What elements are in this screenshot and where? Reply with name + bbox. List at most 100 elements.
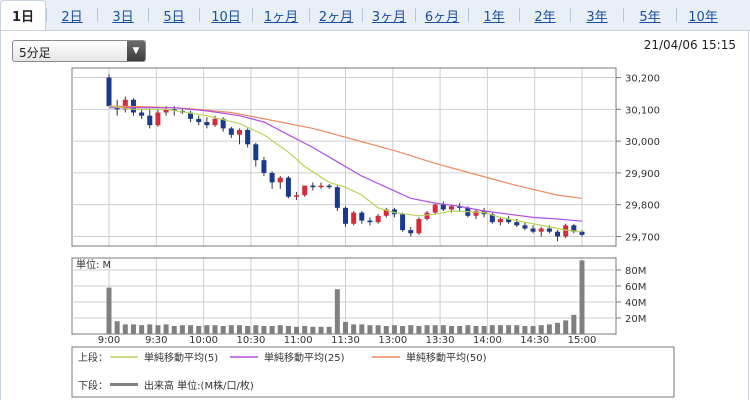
timestamp: 21/04/06 15:15: [643, 38, 736, 52]
volume-bar: [318, 326, 324, 334]
candle-body: [571, 225, 577, 232]
candle-body: [351, 212, 357, 224]
volume-bar: [122, 324, 128, 334]
tab-6[interactable]: 2ヶ月: [318, 9, 354, 25]
volume-tick-label: 20M: [625, 314, 646, 325]
candle-body: [391, 209, 397, 215]
candle-body: [489, 214, 495, 223]
candle-body: [220, 118, 226, 129]
ma50-line: [108, 105, 583, 199]
candle-body: [285, 177, 291, 197]
x-tick-label: 13:00: [378, 335, 407, 346]
candle-body: [473, 211, 479, 216]
volume-bar: [555, 322, 561, 334]
tab-0[interactable]: 1日: [0, 0, 46, 30]
volume-bar: [220, 326, 226, 334]
ma5-line: [108, 105, 583, 233]
candle-body: [212, 118, 218, 126]
x-tick-label: 14:00: [473, 335, 502, 346]
candle-body: [155, 112, 161, 126]
volume-bar: [473, 326, 479, 334]
volume-bar: [408, 325, 414, 334]
price-panel: 30,200 30,100 30,000 29,900 29,800 29,700: [71, 67, 660, 247]
candle-body: [139, 112, 145, 116]
tab-separator: [570, 8, 571, 22]
candle-body: [318, 185, 324, 188]
volume-bar: [261, 326, 267, 334]
volume-tick-label: 40M: [625, 298, 646, 309]
volume-bar: [375, 325, 381, 334]
tab-12[interactable]: 5年: [639, 9, 661, 25]
candle-body: [228, 128, 234, 135]
tab-7[interactable]: 3ヶ月: [371, 9, 407, 25]
tab-4[interactable]: 10日: [211, 9, 241, 25]
candle-body: [579, 231, 585, 235]
volume-bar: [130, 324, 136, 334]
candle-body: [302, 185, 308, 196]
volume-unit-label: 単位: M: [76, 258, 111, 271]
volume-bar: [489, 325, 495, 334]
volume-bar: [326, 326, 332, 334]
tab-9[interactable]: 1年: [483, 9, 505, 25]
volume-bar: [481, 326, 487, 334]
candle-body: [294, 195, 300, 197]
tab-1[interactable]: 2日: [61, 9, 83, 25]
x-tick-label: 11:30: [331, 335, 360, 346]
candle-body: [563, 225, 569, 237]
candle-body: [522, 225, 528, 229]
volume-bar: [465, 325, 471, 334]
tab-separator: [362, 8, 363, 22]
candle-body: [546, 228, 552, 232]
volume-bar: [155, 325, 161, 334]
volume-bar: [253, 325, 259, 334]
chevron-down-icon[interactable]: ▼: [127, 41, 145, 61]
legend-lower-label: 下段：: [78, 379, 108, 392]
volume-bar: [179, 325, 185, 334]
tab-separator: [97, 8, 98, 22]
tab-5[interactable]: 1ヶ月: [263, 9, 299, 25]
tab-3[interactable]: 5日: [163, 9, 185, 25]
volume-bar: [334, 289, 340, 334]
interval-select-value: 5分足: [19, 46, 51, 60]
volume-bar: [424, 325, 430, 334]
y-tick-label: 30,100: [625, 105, 660, 116]
tab-2[interactable]: 3日: [112, 9, 134, 25]
candle-body: [538, 228, 544, 232]
candle-body: [310, 185, 316, 188]
tab-8[interactable]: 6ヶ月: [424, 9, 460, 25]
candle-body: [400, 214, 406, 231]
volume-bar: [245, 326, 251, 334]
candle-body: [506, 218, 512, 223]
candle-body: [416, 218, 422, 234]
x-tick-label: 11:00: [284, 335, 313, 346]
volume-bar: [106, 287, 112, 334]
tab-separator: [468, 8, 469, 22]
volume-bar: [571, 314, 577, 334]
x-tick-label: 15:00: [568, 335, 597, 346]
x-tick-label: 9:00: [98, 335, 120, 346]
legend-item-label: 単純移動平均(25): [264, 351, 345, 364]
x-axis: 9:00 9:30 10:00 10:30 11:00 11:30 13:00 13:30 14…: [98, 335, 597, 346]
candle-body: [530, 228, 536, 232]
tab-10[interactable]: 2年: [534, 9, 556, 25]
candle-body: [122, 99, 128, 110]
volume-bar: [343, 322, 348, 334]
volume-bar: [506, 325, 512, 334]
volume-bar: [294, 326, 300, 334]
tab-separator: [676, 8, 677, 22]
legend-box: 上段： 単純移動平均(5) 単純移動平均(25) 単純移動平均(50) 下段： 出来高 単…: [71, 346, 675, 398]
tab-13[interactable]: 10年: [688, 9, 718, 25]
volume-bar: [351, 324, 357, 334]
volume-bar: [432, 325, 438, 334]
tab-11[interactable]: 3年: [586, 9, 608, 25]
price-frame: [71, 67, 617, 247]
legend-frame: [71, 346, 675, 398]
volume-bar: [212, 325, 218, 334]
candle-body: [359, 212, 365, 221]
tab-separator: [199, 8, 200, 22]
tab-separator: [252, 8, 253, 22]
interval-select[interactable]: 5分足 ▼: [12, 40, 146, 62]
tab-separator: [46, 8, 47, 22]
candle-body: [432, 204, 438, 213]
